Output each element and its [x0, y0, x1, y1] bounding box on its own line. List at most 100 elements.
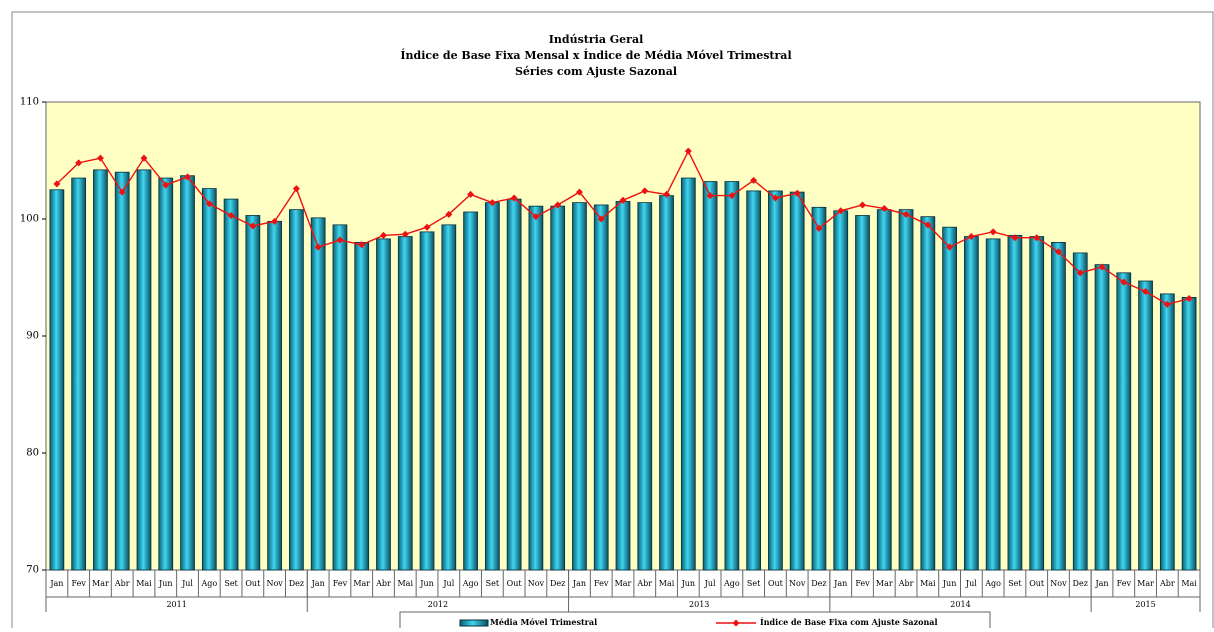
marker — [815, 224, 823, 232]
x-tick-label: Mar — [92, 579, 109, 588]
x-tick-label: Dez — [289, 579, 304, 588]
marker — [706, 192, 714, 200]
bar — [550, 205, 566, 571]
bar — [637, 202, 653, 571]
marker — [140, 154, 148, 162]
bar — [593, 204, 609, 571]
x-tick-label: Jul — [181, 579, 193, 588]
bar — [898, 209, 914, 571]
bar — [397, 236, 413, 571]
x-tick-label: Mai — [136, 579, 152, 588]
x-tick-label: Abr — [898, 579, 914, 588]
marker — [1142, 288, 1150, 296]
legend — [399, 611, 991, 632]
marker — [314, 243, 322, 251]
bar — [615, 201, 631, 571]
legend-swatch — [459, 619, 489, 627]
x-tick-label: Jul — [704, 579, 716, 588]
bar — [724, 181, 740, 571]
bar — [1029, 236, 1045, 571]
bar — [1116, 272, 1132, 571]
x-tick-label: Mai — [397, 579, 413, 588]
bar — [985, 238, 1001, 571]
x-tick-label: Set — [1008, 579, 1022, 588]
y-tick-label: 110 — [20, 97, 39, 108]
bar — [572, 202, 587, 571]
x-tick-label: Ago — [462, 579, 479, 588]
bar — [746, 190, 762, 571]
marker — [663, 190, 671, 198]
x-tick-label: Jan — [311, 579, 325, 588]
marker — [924, 221, 932, 229]
marker — [554, 201, 562, 209]
marker — [532, 213, 540, 221]
x-tick-label: Out — [507, 579, 523, 588]
bar — [964, 236, 979, 571]
x-tick-label: Jun — [419, 579, 434, 588]
bar — [768, 190, 783, 571]
x-tick-label: Jul — [442, 579, 454, 588]
marker — [597, 215, 605, 223]
legend-marker — [732, 619, 740, 627]
x-tick-label: Abr — [636, 579, 652, 588]
x-tick-label: Nov — [789, 579, 806, 588]
marker — [1163, 300, 1171, 308]
bar — [376, 238, 391, 571]
bar — [680, 177, 696, 571]
x-tick-label: Out — [768, 579, 784, 588]
marker — [728, 192, 736, 200]
x-tick-label: Jun — [158, 579, 173, 588]
bar — [1007, 234, 1023, 571]
marker — [684, 147, 692, 155]
bar — [1181, 296, 1197, 571]
bar — [419, 231, 435, 571]
group-label: 2011 — [166, 600, 186, 609]
legend-label: Índice de Base Fixa com Ajuste Sazonal — [760, 617, 938, 627]
bar — [659, 195, 674, 571]
x-tick-label: Fev — [71, 579, 86, 588]
y-tick-label: 70 — [26, 565, 39, 576]
bar — [267, 220, 282, 571]
bar — [158, 177, 174, 571]
x-tick-label: Ago — [200, 579, 217, 588]
marker — [1076, 269, 1084, 277]
marker — [946, 243, 954, 251]
x-tick-label: Fev — [855, 579, 870, 588]
x-tick-label: Set — [224, 579, 238, 588]
bar — [702, 181, 718, 571]
marker — [641, 187, 649, 195]
chart-subtitle: Séries com Ajuste Sazonal — [515, 65, 677, 78]
x-tick-label: Nov — [528, 579, 545, 588]
y-tick-label: 90 — [26, 331, 39, 342]
x-tick-label: Abr — [114, 579, 130, 588]
marker — [205, 200, 213, 208]
x-tick-label: Dez — [1073, 579, 1088, 588]
marker — [227, 211, 235, 219]
group-label: 2012 — [428, 600, 448, 609]
x-tick-label: Mai — [1181, 579, 1197, 588]
x-tick-label: Jun — [942, 579, 957, 588]
marker — [184, 173, 192, 181]
legend-label: Média Móvel Trimestral — [490, 617, 597, 627]
x-tick-label: Ago — [723, 579, 740, 588]
x-tick-label: Fev — [594, 579, 609, 588]
marker — [1011, 234, 1019, 242]
marker — [1185, 295, 1193, 303]
x-tick-label: Set — [486, 579, 500, 588]
x-tick-label: Set — [747, 579, 761, 588]
bar — [71, 177, 87, 571]
bar — [1159, 293, 1175, 571]
y-tick-label: 80 — [26, 448, 39, 459]
bar — [920, 216, 936, 571]
marker — [358, 241, 366, 249]
group-label: 2013 — [689, 600, 709, 609]
x-tick-label: Jun — [681, 579, 696, 588]
marker — [445, 210, 453, 218]
bar — [1051, 241, 1066, 571]
bar — [1138, 280, 1153, 571]
marker — [336, 236, 344, 244]
marker — [859, 201, 867, 209]
marker — [1098, 263, 1106, 271]
x-tick-label: Fev — [333, 579, 348, 588]
marker — [619, 196, 627, 204]
